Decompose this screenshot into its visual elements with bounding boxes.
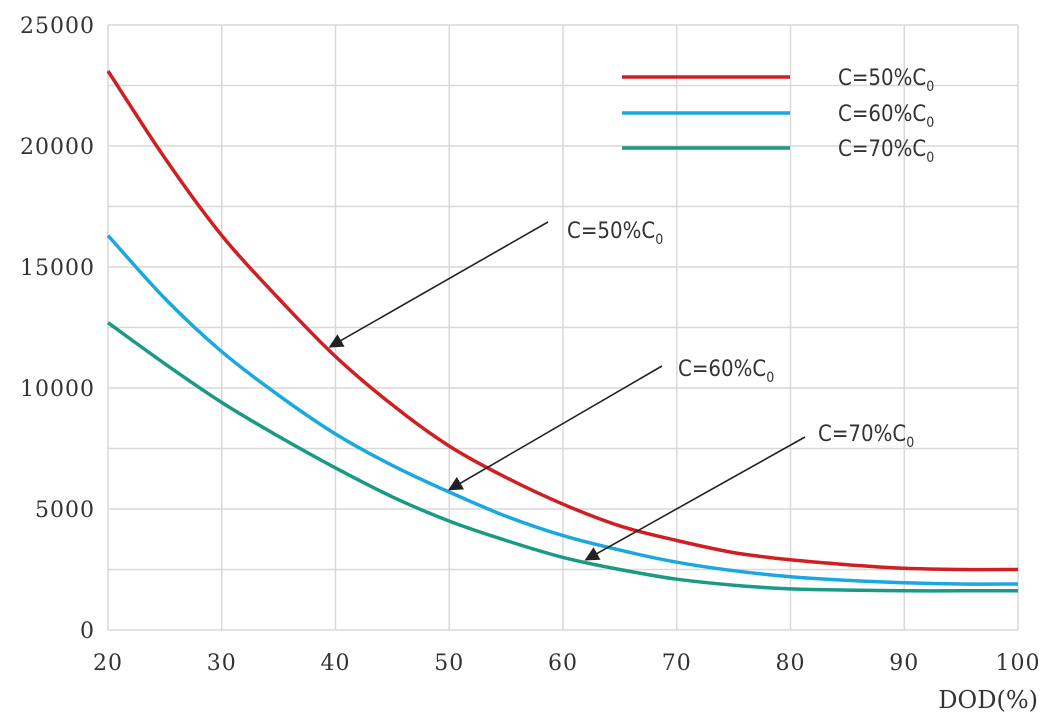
x-axis-title: DOD(%)	[938, 686, 1038, 713]
y-tick-label: 15000	[20, 256, 95, 281]
y-tick-label: 0	[80, 619, 95, 644]
x-tick-label: 60	[548, 651, 578, 676]
x-tick-label: 40	[321, 651, 351, 676]
y-axis-ticks: 0 5000 10000 15000 20000 25000	[20, 14, 95, 644]
y-tick-label: 25000	[20, 14, 95, 39]
x-tick-label: 70	[662, 651, 692, 676]
legend-label-2: C=60%C0	[838, 102, 934, 131]
x-tick-label: 100	[996, 651, 1041, 676]
annotation-label-1: C=50%C0	[567, 219, 663, 248]
x-axis-ticks: 20 30 40 50 60 70 80 90 100	[93, 651, 1041, 676]
x-tick-label: 80	[776, 651, 806, 676]
annotation-label-2: C=60%C0	[678, 357, 774, 386]
series-line-3	[106, 321, 1018, 593]
grid	[107, 24, 1019, 631]
legend-label-1: C=50%C0	[838, 66, 934, 95]
annotation-arrow-1	[328, 221, 549, 348]
legend-label-3: C=70%C0	[838, 137, 934, 166]
y-tick-label: 5000	[35, 498, 95, 523]
y-tick-label: 20000	[20, 135, 95, 160]
annotation-arrow-3	[584, 436, 806, 561]
y-tick-label: 10000	[20, 377, 95, 402]
annotation-label-3: C=70%C0	[818, 422, 914, 451]
x-tick-label: 50	[434, 651, 464, 676]
x-tick-label: 20	[93, 651, 123, 676]
x-tick-label: 30	[207, 651, 237, 676]
annotations: C=50%C0 C=60%C0 C=70%C0	[328, 219, 914, 561]
series-line-2	[106, 234, 1019, 586]
series-line-1	[106, 70, 1019, 572]
x-tick-label: 90	[889, 651, 919, 676]
annotation-arrow-2	[448, 365, 663, 491]
legend: C=50%C0 C=60%C0 C=70%C0	[622, 66, 934, 166]
series-lines	[106, 70, 1019, 593]
